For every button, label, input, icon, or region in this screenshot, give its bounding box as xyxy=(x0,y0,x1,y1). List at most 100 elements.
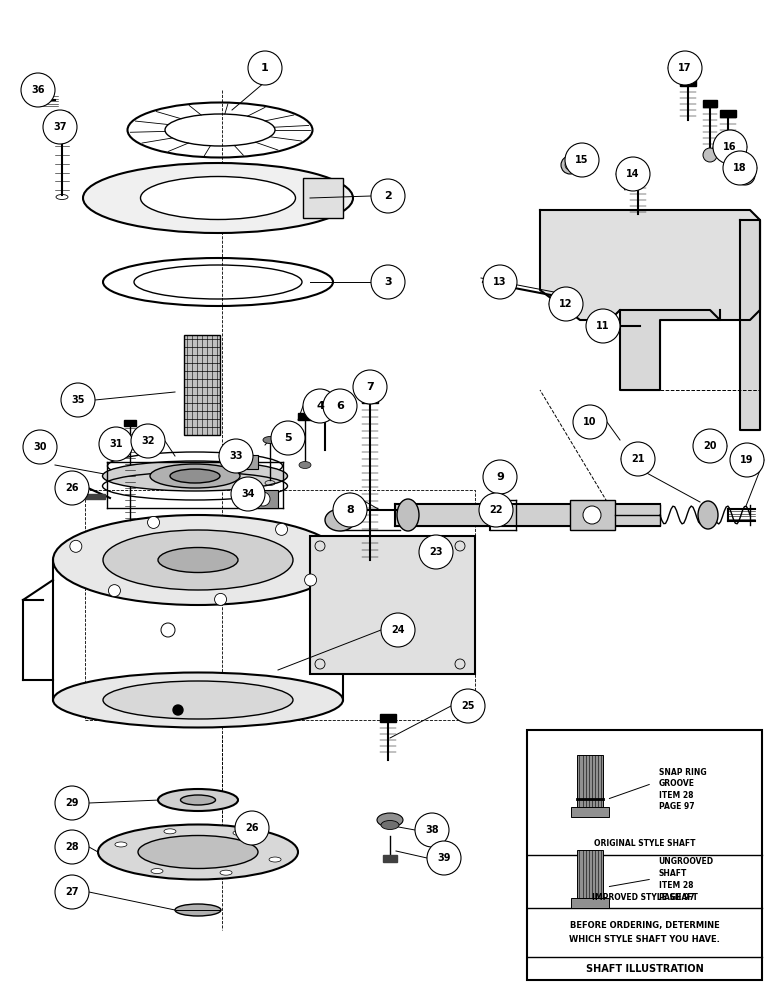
Text: 33: 33 xyxy=(229,451,242,461)
Circle shape xyxy=(305,574,317,586)
Text: SNAP RING: SNAP RING xyxy=(659,768,706,777)
Bar xyxy=(527,730,762,980)
Circle shape xyxy=(479,493,513,527)
Ellipse shape xyxy=(181,795,215,805)
Circle shape xyxy=(693,429,727,463)
Bar xyxy=(703,100,717,107)
Text: 12: 12 xyxy=(559,299,573,309)
Bar xyxy=(298,413,312,420)
Ellipse shape xyxy=(158,548,238,572)
Text: 17: 17 xyxy=(679,63,692,73)
Circle shape xyxy=(371,179,405,213)
Bar xyxy=(554,295,572,311)
Text: 18: 18 xyxy=(733,163,747,173)
Bar xyxy=(577,754,604,806)
Circle shape xyxy=(43,110,77,144)
Text: 4: 4 xyxy=(316,401,324,411)
Circle shape xyxy=(219,439,253,473)
Ellipse shape xyxy=(263,436,277,444)
Text: 36: 36 xyxy=(31,85,45,95)
Text: ITEM 28: ITEM 28 xyxy=(659,791,693,800)
Ellipse shape xyxy=(115,842,127,847)
Circle shape xyxy=(621,442,655,476)
Text: 6: 6 xyxy=(336,401,344,411)
Circle shape xyxy=(23,430,57,464)
Text: 35: 35 xyxy=(71,395,85,405)
Text: SHAFT: SHAFT xyxy=(659,869,687,878)
Circle shape xyxy=(61,383,95,417)
Circle shape xyxy=(55,830,89,864)
Bar xyxy=(248,490,278,508)
Circle shape xyxy=(735,165,755,185)
Circle shape xyxy=(703,148,717,162)
Bar xyxy=(383,855,397,862)
Ellipse shape xyxy=(150,464,240,488)
Bar xyxy=(232,455,258,469)
Text: 10: 10 xyxy=(584,417,597,427)
Bar xyxy=(720,110,736,117)
Circle shape xyxy=(427,841,461,875)
Circle shape xyxy=(573,405,607,439)
Text: SHAFT ILLUSTRATION: SHAFT ILLUSTRATION xyxy=(586,964,703,974)
Circle shape xyxy=(248,51,282,85)
Bar xyxy=(303,178,343,218)
Ellipse shape xyxy=(103,681,293,719)
Circle shape xyxy=(271,421,305,455)
Text: 39: 39 xyxy=(437,853,451,863)
Ellipse shape xyxy=(233,830,245,835)
Circle shape xyxy=(583,506,601,524)
Circle shape xyxy=(30,95,40,105)
Ellipse shape xyxy=(698,501,718,529)
Bar xyxy=(571,898,609,908)
Circle shape xyxy=(147,516,160,528)
Ellipse shape xyxy=(164,829,176,834)
Text: 24: 24 xyxy=(391,625,405,635)
Bar xyxy=(85,494,105,499)
Circle shape xyxy=(723,151,757,185)
Circle shape xyxy=(483,265,517,299)
Text: 34: 34 xyxy=(241,489,255,499)
Bar xyxy=(630,168,646,176)
Circle shape xyxy=(108,585,120,597)
Ellipse shape xyxy=(138,836,258,868)
Text: IMPROVED STYLE SHAFT: IMPROVED STYLE SHAFT xyxy=(591,892,697,902)
Text: 22: 22 xyxy=(489,505,503,515)
Text: 5: 5 xyxy=(284,433,292,443)
Text: UNGROOVED: UNGROOVED xyxy=(659,857,714,866)
Ellipse shape xyxy=(53,672,343,728)
Text: 9: 9 xyxy=(496,472,504,482)
Circle shape xyxy=(231,477,265,511)
Text: 27: 27 xyxy=(66,887,79,897)
Bar xyxy=(362,395,378,403)
Ellipse shape xyxy=(103,530,293,590)
Text: GROOVE: GROOVE xyxy=(659,779,695,788)
Circle shape xyxy=(419,535,453,569)
Ellipse shape xyxy=(53,515,343,605)
Ellipse shape xyxy=(381,820,399,830)
Circle shape xyxy=(99,427,133,461)
Text: BEFORE ORDERING, DETERMINE: BEFORE ORDERING, DETERMINE xyxy=(570,921,720,930)
Bar xyxy=(571,806,609,816)
Circle shape xyxy=(303,389,337,423)
Text: 26: 26 xyxy=(66,483,79,493)
Ellipse shape xyxy=(325,509,355,531)
Ellipse shape xyxy=(103,461,287,491)
Bar xyxy=(570,500,615,530)
Text: 28: 28 xyxy=(65,842,79,852)
Text: 38: 38 xyxy=(425,825,438,835)
Circle shape xyxy=(381,613,415,647)
Circle shape xyxy=(561,156,579,174)
Circle shape xyxy=(256,492,270,506)
Ellipse shape xyxy=(299,462,311,468)
Circle shape xyxy=(483,460,517,494)
Circle shape xyxy=(131,424,165,458)
Polygon shape xyxy=(540,210,760,320)
Text: 32: 32 xyxy=(141,436,154,446)
Text: ITEM 28: ITEM 28 xyxy=(659,881,693,890)
Text: 23: 23 xyxy=(429,547,443,557)
Text: 31: 31 xyxy=(110,439,123,449)
Text: PAGE 97: PAGE 97 xyxy=(659,893,694,902)
Ellipse shape xyxy=(170,469,220,483)
Text: 21: 21 xyxy=(631,454,645,464)
Ellipse shape xyxy=(83,163,353,233)
